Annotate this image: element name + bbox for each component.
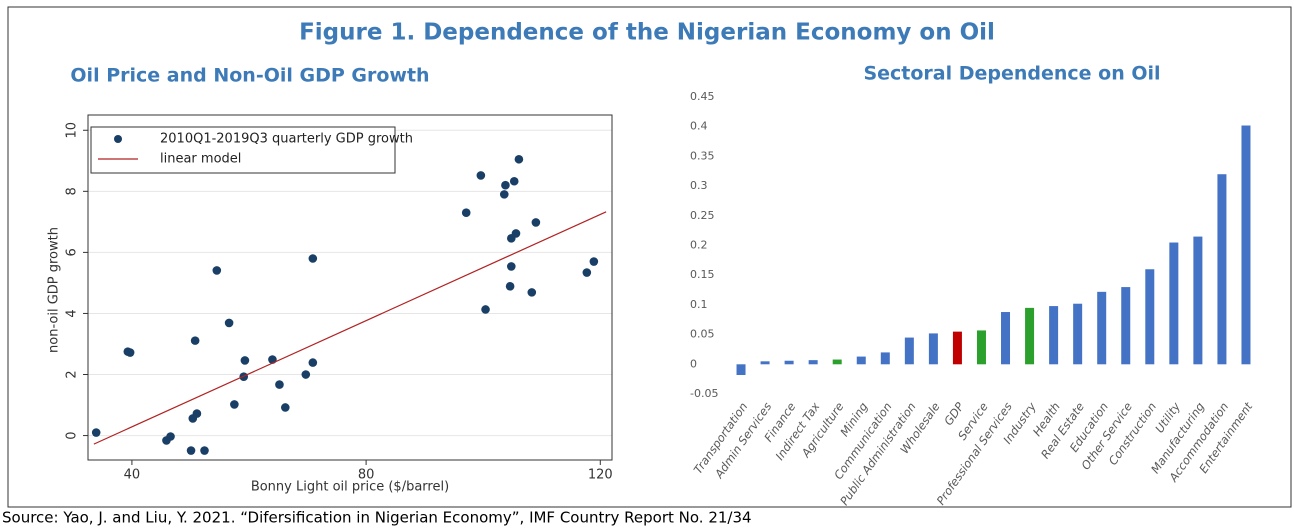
scatter-point	[212, 266, 222, 275]
bar	[952, 331, 962, 365]
bar	[880, 352, 890, 365]
scatter-point	[200, 446, 209, 455]
bar	[856, 356, 866, 365]
bar	[832, 359, 842, 365]
bar	[928, 333, 938, 365]
figure-border	[7, 6, 1292, 508]
y-tick-label: 10	[65, 122, 80, 139]
scatter-point	[461, 208, 471, 217]
scatter-point	[190, 336, 200, 345]
scatter-point	[186, 446, 196, 455]
scatter-point	[240, 356, 250, 365]
y-tick-label: 8	[65, 187, 80, 195]
y-tick-label: -0.05	[690, 387, 718, 400]
bar	[1169, 242, 1179, 365]
bar	[1241, 125, 1251, 365]
figure-title: Figure 1. Dependence of the Nigerian Eco…	[299, 20, 995, 46]
bar	[1025, 307, 1035, 365]
scatter-point	[91, 428, 101, 437]
legend-label: linear model	[160, 152, 241, 167]
x-tick-label: 40	[124, 468, 141, 483]
bar	[1217, 174, 1227, 365]
bar	[1121, 287, 1131, 365]
bar	[1073, 303, 1083, 365]
scatter-point	[511, 229, 521, 238]
scatter-point	[499, 190, 509, 199]
x-axis-label: Bonny Light oil price ($/barrel)	[251, 480, 449, 495]
chart-title: Oil Price and Non-Oil GDP Growth	[70, 65, 429, 87]
y-tick-label: 2	[65, 370, 80, 378]
bar	[1049, 306, 1059, 365]
scatter-point	[224, 318, 234, 328]
y-tick-label: 0	[65, 431, 80, 439]
scatter-point	[501, 180, 510, 190]
chart-title: Sectoral Dependence on Oil	[863, 63, 1160, 85]
y-tick-label: 0	[690, 357, 697, 370]
bar	[1001, 312, 1011, 365]
scatter-point	[531, 218, 541, 227]
scatter-point	[308, 254, 318, 263]
y-tick-label: 4	[65, 309, 80, 317]
y-tick-label: 0.1	[690, 298, 708, 311]
y-tick-label: 6	[65, 248, 80, 256]
scatter-point	[481, 305, 490, 314]
scatter-point	[506, 262, 516, 271]
scatter-point	[308, 358, 318, 367]
bar	[1193, 236, 1203, 365]
bar	[976, 330, 986, 365]
scatter-point	[589, 257, 599, 266]
scatter-point	[582, 268, 592, 277]
legend-box	[90, 126, 396, 174]
y-tick-label: 0.15	[690, 268, 715, 281]
source-note: Source: Yao, J. and Liu, Y. 2021. “Difer…	[2, 509, 752, 527]
regression-line	[93, 211, 607, 445]
y-tick-label: 0.25	[690, 209, 715, 222]
scatter-point	[230, 400, 239, 409]
bar	[808, 360, 818, 365]
scatter-point	[301, 370, 311, 379]
scatter-point	[275, 380, 284, 389]
bar	[784, 360, 794, 365]
y-tick-label: 0.05	[690, 328, 715, 341]
legend-marker	[114, 135, 122, 143]
plot-frame	[87, 114, 613, 461]
scatter-point	[505, 281, 515, 291]
y-axis-label: non-oil GDP growth	[47, 227, 62, 353]
scatter-point	[281, 403, 290, 412]
y-tick-label: 0.45	[690, 90, 715, 103]
scatter-point	[527, 288, 537, 297]
bar	[1145, 269, 1155, 365]
y-tick-label: 0.4	[690, 120, 708, 133]
bar	[904, 337, 914, 365]
scatter-point	[514, 154, 524, 164]
scatter-point	[166, 432, 175, 441]
scatter-point	[192, 409, 202, 418]
y-tick-label: 0.3	[690, 179, 708, 192]
x-tick-label: 120	[588, 468, 613, 483]
bar	[736, 364, 746, 375]
bar	[1097, 291, 1107, 365]
scatter-point	[125, 348, 135, 357]
bar	[760, 361, 770, 365]
y-tick-label: 0.35	[690, 149, 715, 162]
scatter-point	[509, 176, 519, 186]
legend-label: 2010Q1-2019Q3 quarterly GDP growth	[160, 132, 413, 147]
scatter-point	[476, 171, 486, 180]
x-tick-label: 80	[358, 468, 375, 483]
y-tick-label: 0.2	[690, 239, 708, 252]
